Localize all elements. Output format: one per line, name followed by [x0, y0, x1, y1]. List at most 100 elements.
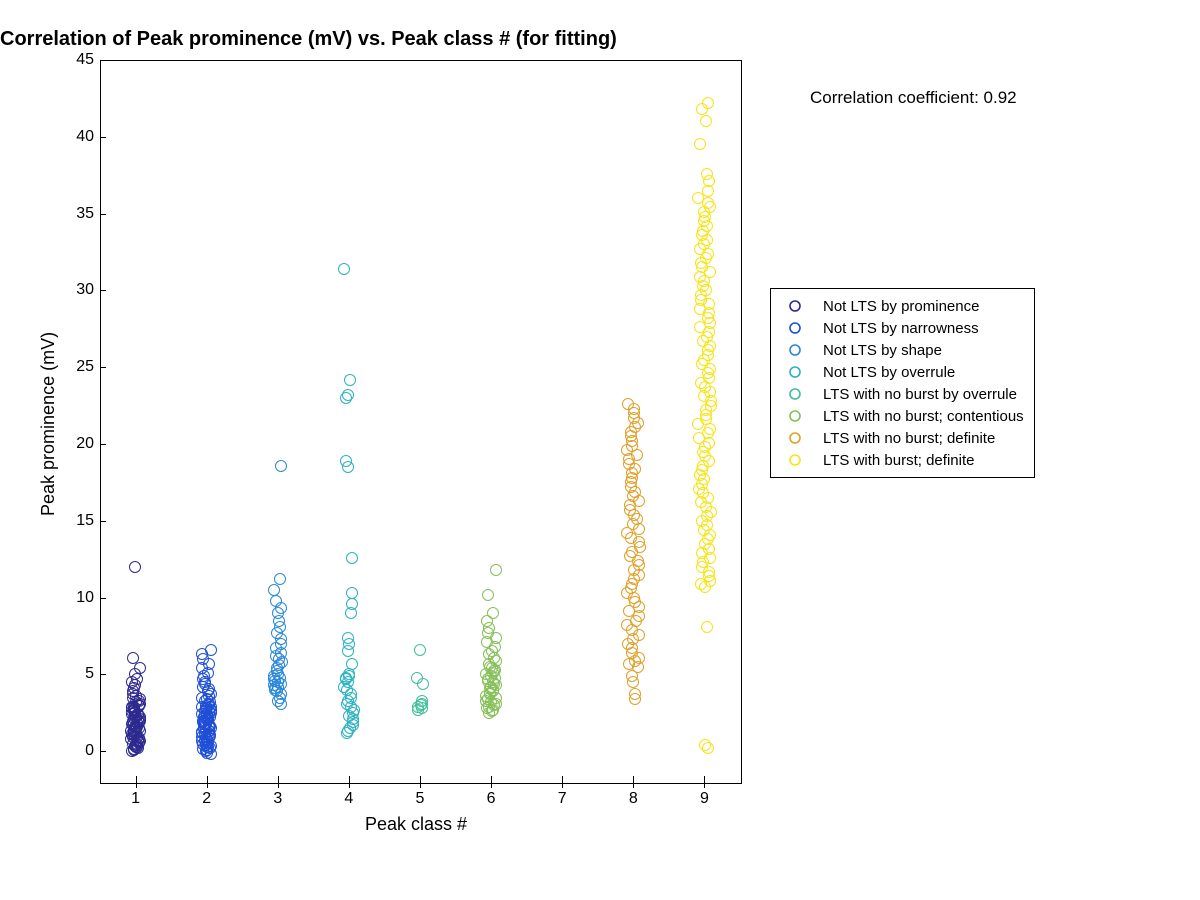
chart-title: Correlation of Peak prominence (mV) vs. …	[0, 28, 617, 51]
legend-label: LTS with no burst by overrule	[823, 386, 1017, 403]
data-point	[340, 392, 352, 404]
x-tick-label: 9	[700, 790, 709, 808]
y-tick-label: 25	[70, 358, 94, 376]
legend-marker-icon	[781, 295, 809, 317]
x-tick-mark	[704, 782, 705, 788]
x-tick-label: 4	[344, 790, 353, 808]
x-tick-mark	[420, 776, 421, 782]
y-tick-mark	[100, 674, 106, 675]
legend-item: Not LTS by overrule	[781, 361, 1024, 383]
data-point	[482, 589, 494, 601]
data-point	[342, 645, 354, 657]
x-tick-mark	[633, 782, 634, 788]
legend-marker-icon	[781, 339, 809, 361]
data-point	[629, 693, 641, 705]
legend-marker-icon	[781, 317, 809, 339]
legend-item: Not LTS by shape	[781, 339, 1024, 361]
x-tick-mark	[278, 776, 279, 782]
data-point	[490, 564, 502, 576]
y-tick-label: 35	[70, 205, 94, 223]
legend-marker-icon	[781, 405, 809, 427]
data-point	[702, 185, 714, 197]
x-tick-mark	[278, 782, 279, 788]
x-tick-label: 3	[273, 790, 282, 808]
x-tick-mark	[349, 782, 350, 788]
data-point	[342, 461, 354, 473]
x-tick-mark	[349, 776, 350, 782]
legend-label: Not LTS by shape	[823, 342, 942, 359]
legend-item: LTS with burst; definite	[781, 449, 1024, 471]
y-tick-mark	[100, 137, 106, 138]
y-tick-label: 5	[70, 665, 94, 683]
x-tick-label: 8	[629, 790, 638, 808]
y-tick-label: 45	[70, 51, 94, 69]
data-point	[274, 573, 286, 585]
legend-item: LTS with no burst by overrule	[781, 383, 1024, 405]
data-point	[205, 748, 217, 760]
x-tick-label: 1	[131, 790, 140, 808]
legend-marker-icon	[781, 427, 809, 449]
y-tick-mark	[100, 214, 106, 215]
data-point	[345, 607, 357, 619]
legend-item: LTS with no burst; definite	[781, 427, 1024, 449]
data-point	[483, 707, 495, 719]
x-tick-mark	[207, 776, 208, 782]
data-point	[346, 552, 358, 564]
x-tick-label: 2	[202, 790, 211, 808]
data-point	[412, 704, 424, 716]
y-tick-mark	[100, 60, 106, 61]
y-tick-mark	[100, 444, 106, 445]
legend-marker-icon	[781, 361, 809, 383]
x-tick-mark	[136, 782, 137, 788]
x-tick-mark	[491, 776, 492, 782]
x-tick-mark	[207, 782, 208, 788]
data-point	[344, 374, 356, 386]
data-point	[701, 621, 713, 633]
y-tick-mark	[100, 598, 106, 599]
legend-label: LTS with no burst; contentious	[823, 408, 1024, 425]
data-point	[627, 676, 639, 688]
legend-item: Not LTS by prominence	[781, 295, 1024, 317]
y-tick-mark	[100, 521, 106, 522]
data-point	[694, 138, 706, 150]
data-point	[699, 581, 711, 593]
x-tick-mark	[136, 776, 137, 782]
x-tick-label: 5	[416, 790, 425, 808]
legend-label: LTS with no burst; definite	[823, 430, 995, 447]
data-point	[702, 742, 714, 754]
correlation-annotation: Correlation coefficient: 0.92	[810, 88, 1017, 108]
data-point	[414, 644, 426, 656]
x-axis-label: Peak class #	[365, 814, 467, 835]
x-tick-label: 6	[487, 790, 496, 808]
data-point	[417, 678, 429, 690]
legend-marker-icon	[781, 383, 809, 405]
x-tick-label: 7	[558, 790, 567, 808]
data-point	[338, 263, 350, 275]
x-tick-mark	[420, 782, 421, 788]
y-tick-label: 40	[70, 128, 94, 146]
y-tick-label: 30	[70, 281, 94, 299]
x-tick-mark	[491, 782, 492, 788]
data-point	[696, 103, 708, 115]
y-tick-label: 15	[70, 512, 94, 530]
y-tick-mark	[100, 751, 106, 752]
data-point	[129, 561, 141, 573]
y-tick-label: 20	[70, 435, 94, 453]
legend-label: LTS with burst; definite	[823, 452, 974, 469]
y-tick-mark	[100, 367, 106, 368]
legend-label: Not LTS by narrowness	[823, 320, 979, 337]
legend-marker-icon	[781, 449, 809, 471]
x-tick-mark	[704, 776, 705, 782]
data-point	[275, 698, 287, 710]
legend: Not LTS by prominence Not LTS by narrowne…	[770, 288, 1035, 478]
data-point	[700, 115, 712, 127]
x-tick-mark	[633, 776, 634, 782]
x-tick-mark	[562, 782, 563, 788]
x-tick-mark	[562, 776, 563, 782]
y-tick-label: 10	[70, 589, 94, 607]
legend-item: LTS with no burst; contentious	[781, 405, 1024, 427]
legend-label: Not LTS by prominence	[823, 298, 979, 315]
data-point	[275, 460, 287, 472]
data-point	[341, 727, 353, 739]
data-point	[126, 745, 138, 757]
